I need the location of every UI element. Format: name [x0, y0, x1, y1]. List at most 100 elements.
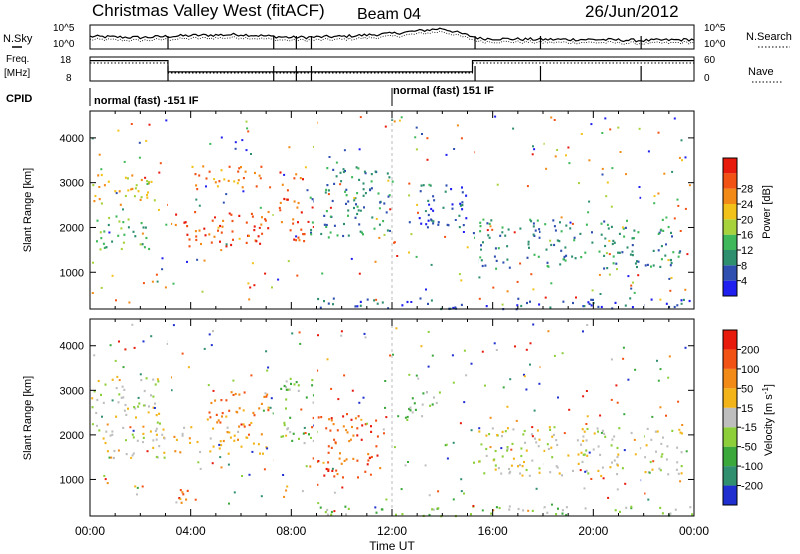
scatter-cell [215, 413, 218, 416]
scatter-cell [447, 224, 450, 227]
scatter-cell [603, 432, 606, 435]
scatter-cell [305, 465, 308, 468]
scatter-cell [425, 288, 427, 291]
scatter-cell [146, 180, 149, 183]
scatter-cell [121, 385, 124, 388]
scatter-cell [293, 177, 296, 180]
scatter-cell [269, 186, 272, 189]
scatter-cell [437, 223, 440, 226]
scatter-cell [141, 485, 144, 488]
scatter-cell [601, 167, 604, 170]
scatter-cell [323, 214, 326, 217]
scatter-cell [509, 378, 512, 381]
scatter-cell [237, 170, 240, 173]
nsearch-label: N.Search [746, 31, 792, 43]
scatter-cell [263, 395, 266, 398]
ytick-label: 2000 [60, 430, 84, 442]
scatter-cell [688, 184, 691, 187]
scatter-cell [473, 461, 475, 464]
scatter-cell [293, 383, 296, 386]
scatter-cell [599, 414, 602, 417]
data-gap [475, 111, 479, 309]
scatter-cell [638, 127, 641, 130]
scatter-cell [586, 427, 589, 431]
scatter-cell [161, 433, 164, 436]
scatter-cell [356, 434, 359, 437]
scatter-cell [99, 231, 102, 234]
scatter-cell [325, 225, 328, 228]
data-gap [168, 319, 172, 516]
scatter-cell [122, 241, 125, 244]
scatter-cell [243, 391, 246, 394]
scatter-cell [138, 141, 141, 144]
scatter-cell [679, 250, 682, 253]
scatter-cell [458, 214, 461, 217]
scatter-cell [578, 182, 580, 185]
scatter-cell [460, 303, 463, 306]
scatter-cell [297, 201, 300, 205]
scatter-cell [408, 407, 411, 411]
scatter-cell [371, 216, 374, 219]
scatter-cell [141, 243, 144, 246]
scatter-cell [383, 432, 385, 435]
scatter-cell [615, 262, 618, 265]
scatter-cell [668, 277, 671, 280]
scatter-cell [113, 449, 116, 453]
scatter-cell [485, 447, 488, 451]
scatter-cell [152, 395, 155, 398]
scatter-cell [292, 432, 295, 435]
scatter-cell [684, 156, 687, 159]
scatter-cell [565, 154, 567, 157]
scatter-cell [340, 180, 343, 183]
scatter-cell [626, 219, 628, 222]
scatter-cell [230, 243, 233, 247]
scatter-cell [238, 167, 241, 170]
scatter-cell [259, 242, 262, 245]
scatter-cell [158, 208, 160, 211]
scatter-cell [143, 246, 146, 249]
scatter-cell [223, 178, 226, 181]
scatter-cell [565, 506, 568, 509]
scatter-cell [495, 259, 498, 262]
scatter-cell [501, 231, 504, 234]
scatter-cell [237, 438, 239, 441]
scatter-cell [376, 302, 379, 305]
scatter-cell [343, 149, 346, 152]
scatter-cell [155, 455, 158, 459]
scatter-cell [513, 231, 516, 234]
scatter-cell [585, 439, 588, 442]
scatter-cell [572, 469, 574, 472]
scatter-cell [551, 435, 554, 438]
scatter-cell [382, 428, 385, 431]
scatter-cell [493, 458, 496, 461]
scatter-cell [283, 173, 286, 176]
scatter-cell [494, 449, 497, 453]
scatter-cell [408, 194, 411, 197]
scatter-cell [132, 436, 135, 439]
scatter-cell [606, 267, 609, 270]
scatter-cell [285, 407, 287, 410]
colorbar-frame [722, 329, 738, 506]
scatter-cell [485, 305, 488, 308]
colorbar-tick-label: 24 [741, 199, 753, 211]
scatter-cell [682, 298, 685, 301]
scatter-cell [387, 307, 390, 310]
scatter-cell [406, 415, 409, 418]
xtick-label: 12:00 [377, 524, 407, 538]
scatter-cell [138, 402, 141, 405]
scatter-cell [538, 471, 541, 474]
scatter-cell [506, 405, 509, 408]
scatter-cell [220, 169, 223, 172]
scatter-cell [253, 284, 256, 287]
scatter-cell [226, 431, 229, 434]
scatter-cell [97, 174, 100, 177]
scatter-cell [115, 215, 118, 218]
scatter-cell [357, 415, 360, 418]
scatter-cell [428, 183, 431, 186]
scatter-cell [111, 430, 114, 433]
scatter-cell [373, 299, 376, 302]
scatter-cell [102, 437, 105, 440]
scatter-cell [493, 342, 496, 345]
scatter-cell [272, 412, 275, 415]
scatter-cell [356, 305, 359, 308]
